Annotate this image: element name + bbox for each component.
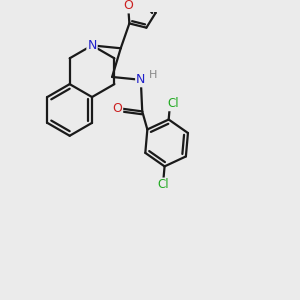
Text: O: O [123,0,133,12]
Text: H: H [149,70,157,80]
Text: Cl: Cl [158,178,169,191]
Text: O: O [112,102,122,115]
Text: Cl: Cl [167,97,179,110]
Text: N: N [136,73,146,86]
Text: N: N [87,39,97,52]
